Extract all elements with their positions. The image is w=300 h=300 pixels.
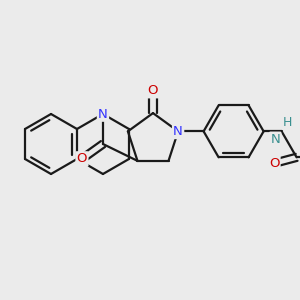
Text: N: N xyxy=(173,125,183,138)
Text: O: O xyxy=(77,152,87,166)
Text: N: N xyxy=(98,107,108,121)
Text: O: O xyxy=(148,84,158,97)
Text: O: O xyxy=(269,157,279,170)
Text: N: N xyxy=(270,133,280,146)
Text: H: H xyxy=(283,116,292,129)
